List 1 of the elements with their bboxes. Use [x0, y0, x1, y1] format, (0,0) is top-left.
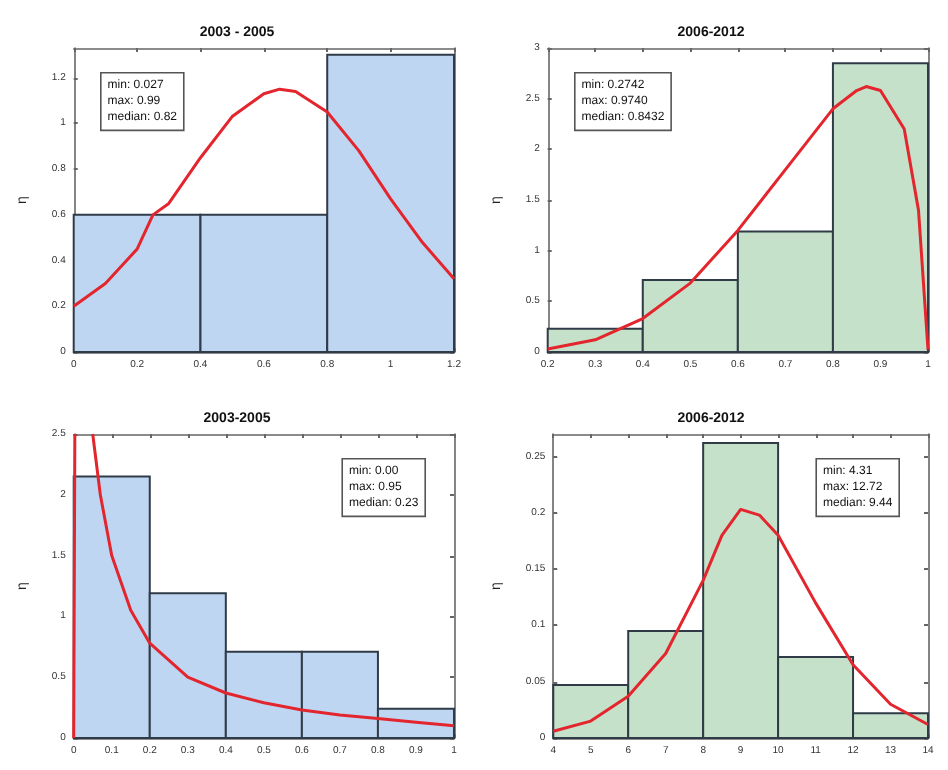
line-series	[72, 87, 456, 308]
